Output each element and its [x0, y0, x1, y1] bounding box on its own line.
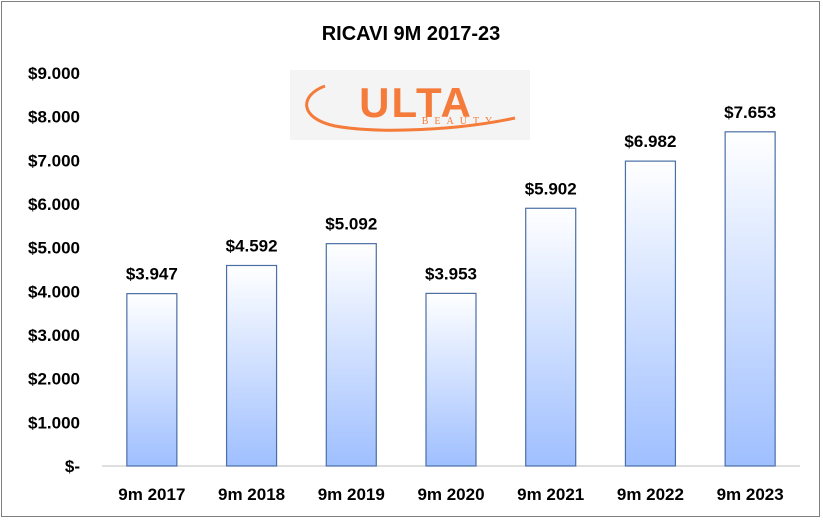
chart-title: RICAVI 9M 2017-23: [322, 23, 501, 45]
x-tick-label: 9m 2020: [417, 485, 484, 504]
x-tick-label: 9m 2021: [517, 485, 584, 504]
data-label: $6.982: [624, 132, 676, 151]
data-label: $4.592: [226, 236, 278, 255]
bar: [724, 131, 776, 467]
x-tick-label: 9m 2019: [318, 485, 385, 504]
logo-text: ULTA: [359, 79, 473, 126]
bar: [126, 293, 178, 467]
bar: [425, 292, 477, 467]
y-tick-label: $9.000: [28, 64, 80, 83]
data-label: $3.947: [126, 265, 178, 284]
logo-swoosh: [305, 84, 516, 132]
y-tick-label: $3.000: [28, 326, 80, 345]
y-tick-label: $4.000: [28, 282, 80, 301]
bar: [624, 160, 677, 467]
x-tick-label: 9m 2023: [717, 485, 784, 504]
data-label: $5.902: [525, 179, 577, 198]
bar: [325, 243, 377, 467]
y-tick-label: $-: [65, 457, 80, 476]
y-tick-label: $1.000: [28, 413, 80, 432]
data-label: $7.653: [724, 103, 776, 122]
y-tick-label: $2.000: [28, 370, 80, 389]
y-tick-label: $8.000: [28, 108, 80, 127]
data-label: $3.953: [425, 264, 477, 283]
bars: [126, 131, 776, 467]
logo-background: [290, 70, 530, 140]
bar: [525, 207, 577, 467]
x-tick-label: 9m 2017: [118, 485, 185, 504]
y-tick-label: $6.000: [28, 195, 80, 214]
logo-subtext: BEAUTY: [422, 116, 499, 127]
x-tick-label: 9m 2022: [617, 485, 684, 504]
ulta-logo: ULTA BEAUTY: [290, 70, 530, 140]
x-axis: 9m 2017 9m 2018 9m 2019 9m 2020 9m 2021 9m 20…: [118, 485, 783, 504]
data-label: $5.092: [325, 215, 377, 234]
y-tick-label: $7.000: [28, 151, 80, 170]
y-axis: $- $1.000 $2.000 $3.000 $4.000 $5.000 $6.000 $7…: [28, 64, 80, 476]
x-tick-label: 9m 2018: [218, 485, 285, 504]
y-tick-label: $5.000: [28, 239, 80, 258]
data-labels: $3.947 $4.592 $5.092 $3.953 $5.902 $6.982 $7.6…: [126, 103, 776, 284]
bar: [225, 264, 278, 467]
